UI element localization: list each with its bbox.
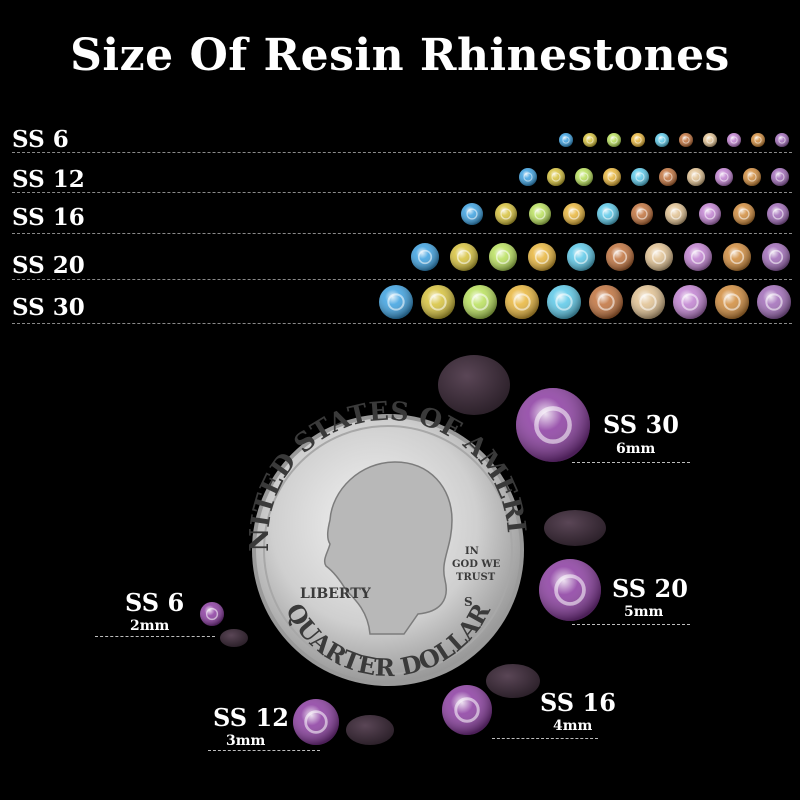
rhinestone-ss16	[733, 203, 755, 225]
rhinestone-ss12	[547, 168, 565, 186]
label-ss16-mm: 4mm	[553, 718, 593, 734]
rhinestone-ss20	[723, 243, 751, 271]
row-divider	[12, 152, 792, 153]
rhinestone-ss16	[767, 203, 789, 225]
rhinestone-ss12	[659, 168, 677, 186]
label-ss16-size: SS 16	[540, 688, 616, 717]
stone-front-ss20	[539, 559, 601, 621]
rhinestone-ss20	[528, 243, 556, 271]
row-label-ss30: SS 30	[12, 294, 85, 321]
rhinestone-ss6	[583, 133, 597, 147]
rhinestone-ss12	[575, 168, 593, 186]
label-ss16-dash	[492, 738, 598, 739]
row-label-ss6: SS 6	[12, 126, 69, 153]
label-ss12-size: SS 12	[213, 703, 289, 732]
label-ss6-size: SS 6	[125, 588, 185, 617]
label-ss20-size: SS 20	[612, 574, 688, 603]
stone-front-ss16	[442, 685, 492, 735]
rhinestone-ss12	[603, 168, 621, 186]
rhinestone-ss16	[597, 203, 619, 225]
rhinestone-ss16	[495, 203, 517, 225]
washington-profile	[323, 461, 453, 635]
stone-front-ss6	[200, 602, 224, 626]
stone-front-ss30	[516, 388, 590, 462]
label-ss30-size: SS 30	[603, 410, 679, 439]
rhinestone-ss12	[519, 168, 537, 186]
coin-motto-1: IN	[465, 546, 479, 557]
rhinestone-ss12	[743, 168, 761, 186]
row-label-ss16: SS 16	[12, 204, 85, 231]
rhinestone-ss20	[645, 243, 673, 271]
rhinestone-ss20	[606, 243, 634, 271]
coin-motto-2: GOD WE	[452, 559, 501, 570]
rhinestone-ss6	[775, 133, 789, 147]
row-label-ss20: SS 20	[12, 252, 85, 279]
label-ss6-mm: 2mm	[130, 618, 170, 634]
rhinestone-ss6	[703, 133, 717, 147]
rhinestone-ss16	[563, 203, 585, 225]
rhinestone-ss30	[463, 285, 497, 319]
rhinestone-ss16	[461, 203, 483, 225]
rhinestone-ss20	[567, 243, 595, 271]
rhinestone-ss6	[727, 133, 741, 147]
rhinestone-ss20	[762, 243, 790, 271]
rhinestone-ss6	[679, 133, 693, 147]
quarter-coin: UNITED STATES OF AMERICA QUARTER DOLLAR …	[0, 0, 531, 686]
rhinestone-ss16	[665, 203, 687, 225]
sample-stones	[200, 355, 606, 745]
label-ss20-dash	[572, 624, 690, 625]
label-ss6-dash	[95, 636, 215, 637]
rhinestone-ss30	[379, 285, 413, 319]
rhinestone-ss30	[505, 285, 539, 319]
coin-mint: S	[464, 595, 473, 609]
rhinestone-ss30	[589, 285, 623, 319]
rhinestone-ss6	[631, 133, 645, 147]
rhinestone-ss12	[687, 168, 705, 186]
rhinestone-ss12	[715, 168, 733, 186]
row-divider	[12, 192, 792, 193]
rhinestone-ss20	[684, 243, 712, 271]
row-label-ss12: SS 12	[12, 166, 85, 193]
row-divider	[12, 233, 792, 234]
rhinestone-ss6	[655, 133, 669, 147]
rhinestone-ss30	[715, 285, 749, 319]
rhinestone-ss30	[421, 285, 455, 319]
rhinestone-ss30	[757, 285, 791, 319]
stone-back-ss12	[346, 715, 394, 745]
page-title: Size Of Resin Rhinestones	[70, 30, 730, 81]
label-ss12-mm: 3mm	[226, 733, 266, 749]
rhinestone-ss20	[489, 243, 517, 271]
label-ss12-dash	[208, 750, 320, 751]
rhinestone-ss6	[559, 133, 573, 147]
rhinestone-ss30	[547, 285, 581, 319]
stone-back-ss30	[438, 355, 510, 415]
label-ss20-mm: 5mm	[624, 604, 664, 620]
stone-back-ss16	[486, 664, 540, 698]
rhinestone-ss16	[699, 203, 721, 225]
rhinestone-ss16	[631, 203, 653, 225]
row-divider	[12, 323, 792, 324]
rhinestone-ss20	[411, 243, 439, 271]
rhinestone-ss12	[771, 168, 789, 186]
rhinestone-ss30	[631, 285, 665, 319]
rhinestone-ss6	[607, 133, 621, 147]
coin-motto-3: TRUST	[456, 572, 496, 583]
row-divider	[12, 279, 792, 280]
label-ss30-mm: 6mm	[616, 441, 656, 457]
coin-liberty: LIBERTY	[300, 586, 372, 602]
stone-front-ss12	[293, 699, 339, 745]
rhinestone-ss16	[529, 203, 551, 225]
stone-back-ss6	[220, 629, 248, 647]
rhinestone-ss20	[450, 243, 478, 271]
stone-back-ss20	[544, 510, 606, 546]
label-ss30-dash	[572, 462, 690, 463]
rhinestone-ss12	[631, 168, 649, 186]
rhinestone-ss30	[673, 285, 707, 319]
rhinestone-ss6	[751, 133, 765, 147]
